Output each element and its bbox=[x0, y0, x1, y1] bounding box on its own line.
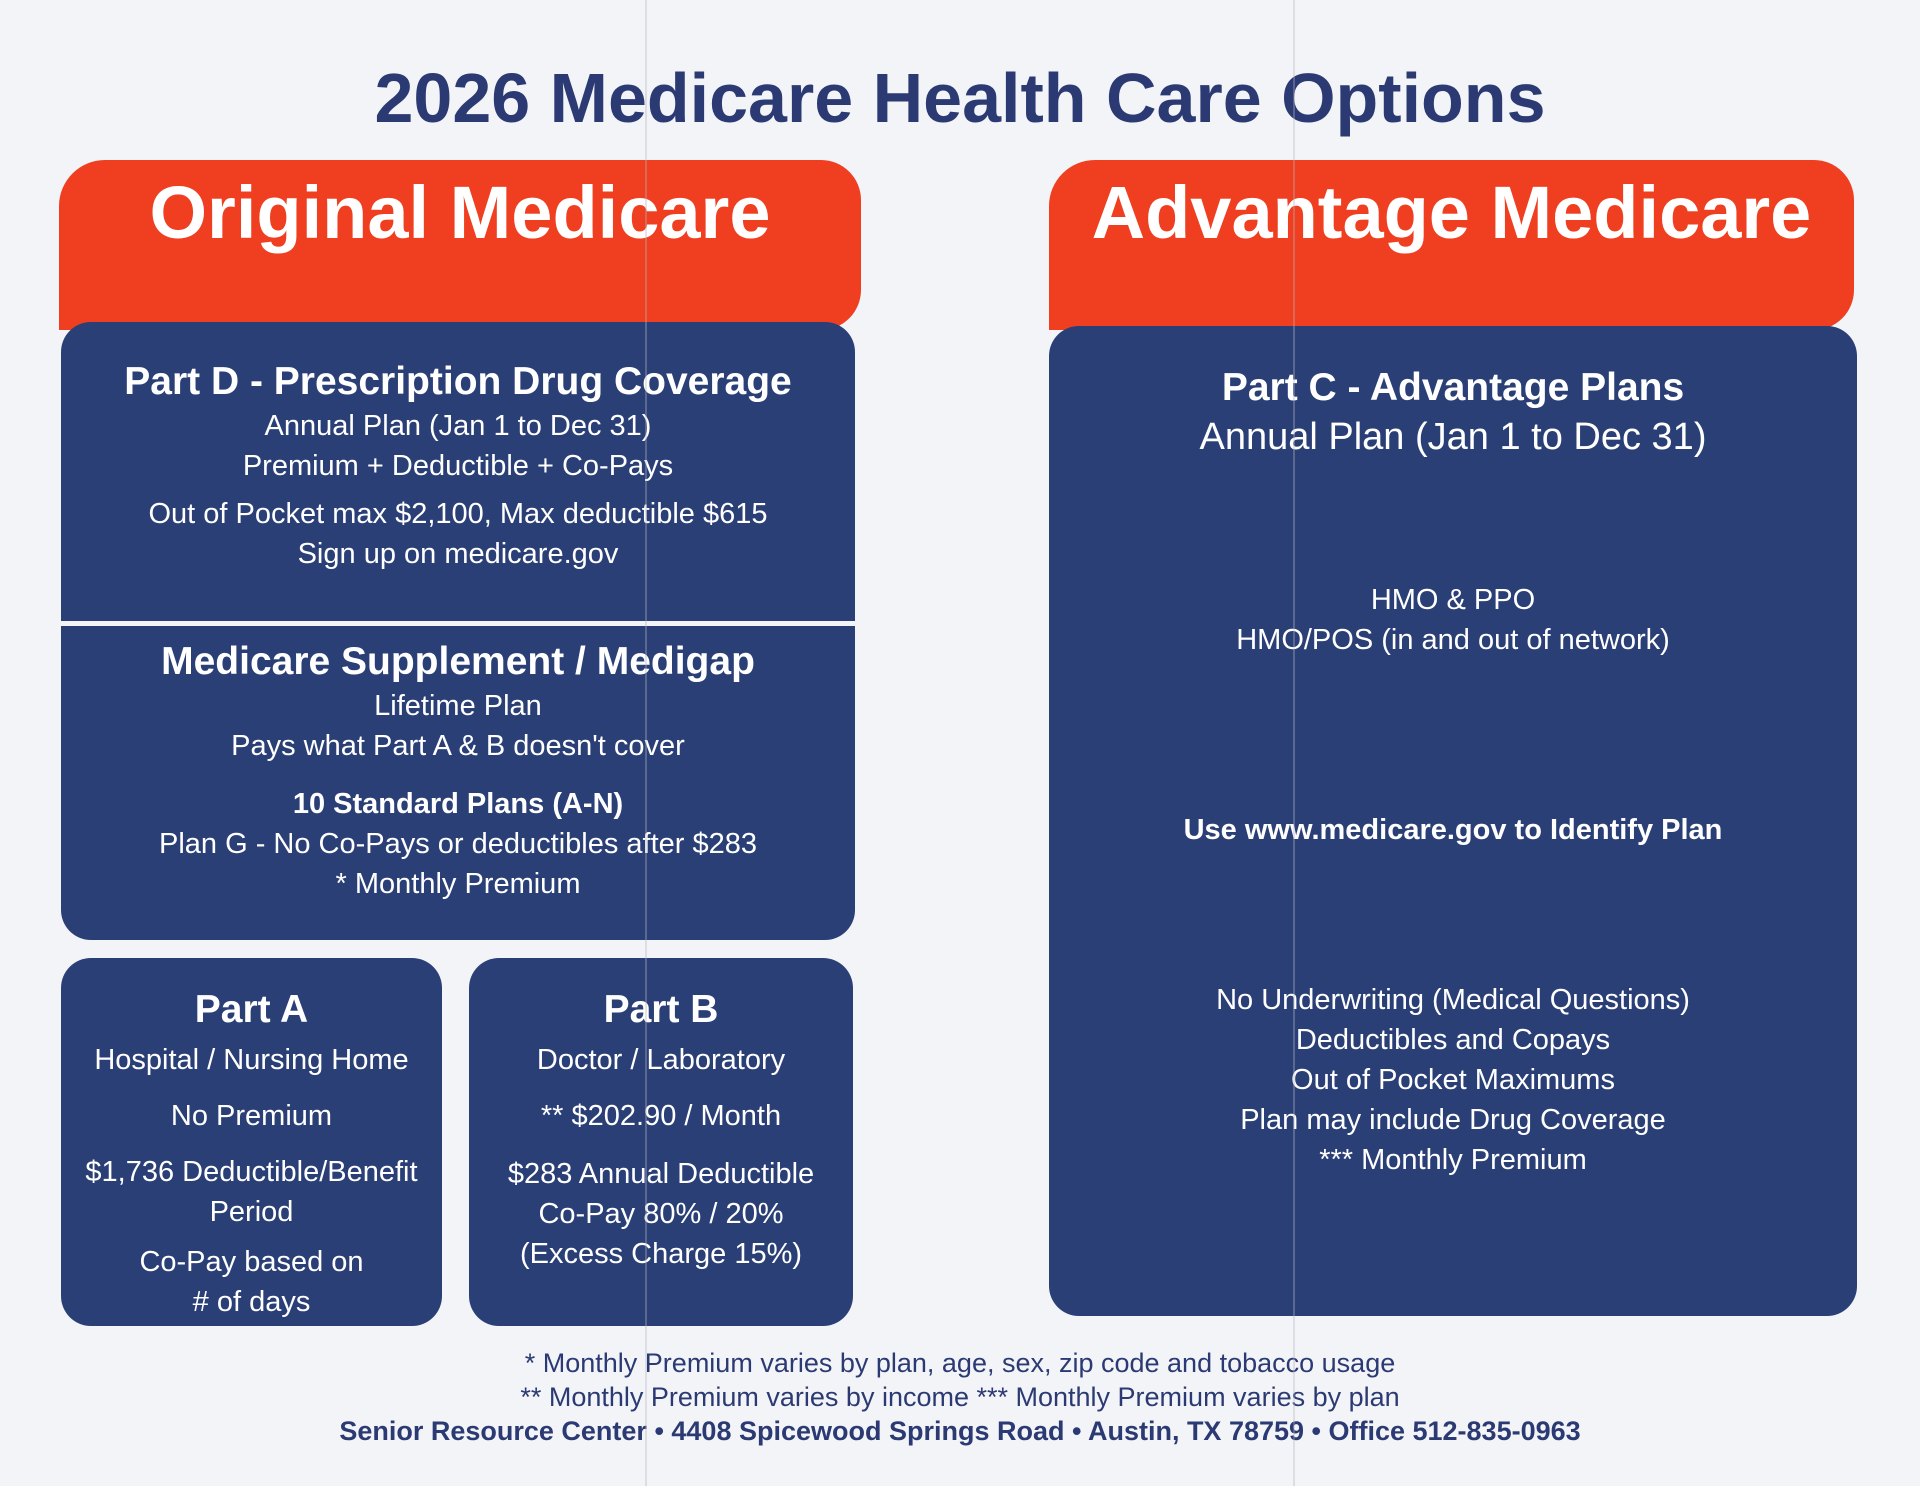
advantage-medicare-header: Advantage Medicare bbox=[1049, 160, 1854, 330]
medigap-heading: Medicare Supplement / Medigap bbox=[161, 640, 755, 683]
fold-line bbox=[1293, 0, 1295, 1486]
part-a-box: Part A Hospital / Nursing Home No Premiu… bbox=[61, 958, 442, 1326]
part-a-line: Hospital / Nursing Home bbox=[94, 1044, 409, 1076]
part-d-line: Out of Pocket max $2,100, Max deductible… bbox=[148, 498, 768, 530]
medigap-line: * Monthly Premium bbox=[335, 868, 581, 900]
part-a-line: # of days bbox=[192, 1286, 311, 1318]
footnote-1: * Monthly Premium varies by plan, age, s… bbox=[524, 1348, 1396, 1378]
feature-line: *** Monthly Premium bbox=[1319, 1144, 1587, 1176]
part-b-box: Part B Doctor / Laboratory ** $202.90 / … bbox=[469, 958, 853, 1326]
plan-type: HMO/POS (in and out of network) bbox=[1236, 624, 1670, 656]
part-b-line: Doctor / Laboratory bbox=[536, 1044, 786, 1076]
part-b-line: ** $202.90 / Month bbox=[540, 1100, 782, 1132]
part-d-line: Premium + Deductible + Co-Pays bbox=[242, 450, 674, 482]
medigap-line: Pays what Part A & B doesn't cover bbox=[231, 730, 685, 762]
part-c-box: Part C - Advantage Plans Annual Plan (Ja… bbox=[1049, 326, 1857, 1316]
part-a-line: $1,736 Deductible/Benefit bbox=[85, 1156, 418, 1188]
page-title: 2026 Medicare Health Care Options bbox=[374, 59, 1546, 137]
part-a-line: No Premium bbox=[170, 1100, 333, 1132]
part-b-line: Co-Pay 80% / 20% bbox=[538, 1198, 784, 1230]
feature-line: Out of Pocket Maximums bbox=[1291, 1064, 1615, 1096]
plan-type: HMO & PPO bbox=[1370, 584, 1536, 616]
part-d-line: Sign up on medicare.gov bbox=[297, 538, 619, 570]
part-d-line: Annual Plan (Jan 1 to Dec 31) bbox=[264, 410, 652, 442]
feature-line: Deductibles and Copays bbox=[1295, 1024, 1611, 1056]
part-a-line: Co-Pay based on bbox=[139, 1246, 364, 1278]
original-medicare-header: Original Medicare bbox=[59, 160, 861, 330]
contact-line: Senior Resource Center • 4408 Spicewood … bbox=[339, 1416, 1581, 1446]
feature-line: Plan may include Drug Coverage bbox=[1240, 1104, 1666, 1136]
footnote-2: ** Monthly Premium varies by income *** … bbox=[520, 1382, 1400, 1412]
part-c-heading: Part C - Advantage Plans bbox=[1221, 366, 1685, 409]
advantage-medicare-title: Advantage Medicare bbox=[1091, 170, 1812, 254]
feature-line: No Underwriting (Medical Questions) bbox=[1216, 984, 1690, 1016]
part-d-medigap-box: Part D - Prescription Drug Coverage Annu… bbox=[61, 322, 855, 940]
part-b-line: $283 Annual Deductible bbox=[507, 1158, 815, 1190]
part-a-heading: Part A bbox=[194, 988, 309, 1031]
fold-line bbox=[645, 0, 647, 1486]
part-a-line: Period bbox=[209, 1196, 294, 1228]
medigap-line: Plan G - No Co-Pays or deductibles after… bbox=[158, 828, 758, 860]
part-b-heading: Part B bbox=[603, 988, 719, 1031]
part-b-line: (Excess Charge 15%) bbox=[519, 1238, 803, 1270]
medigap-section: Medicare Supplement / Medigap Lifetime P… bbox=[61, 638, 855, 904]
part-c-subheading: Annual Plan (Jan 1 to Dec 31) bbox=[1199, 416, 1707, 458]
part-d-heading: Part D - Prescription Drug Coverage bbox=[124, 360, 792, 403]
identify-plan-text: Use www.medicare.gov to Identify Plan bbox=[1183, 814, 1723, 846]
divider bbox=[61, 621, 855, 626]
original-medicare-title: Original Medicare bbox=[149, 170, 771, 254]
part-d-section: Part D - Prescription Drug Coverage Annu… bbox=[61, 358, 855, 574]
medigap-subheading: 10 Standard Plans (A-N) bbox=[292, 788, 624, 820]
medigap-line: Lifetime Plan bbox=[374, 690, 542, 722]
